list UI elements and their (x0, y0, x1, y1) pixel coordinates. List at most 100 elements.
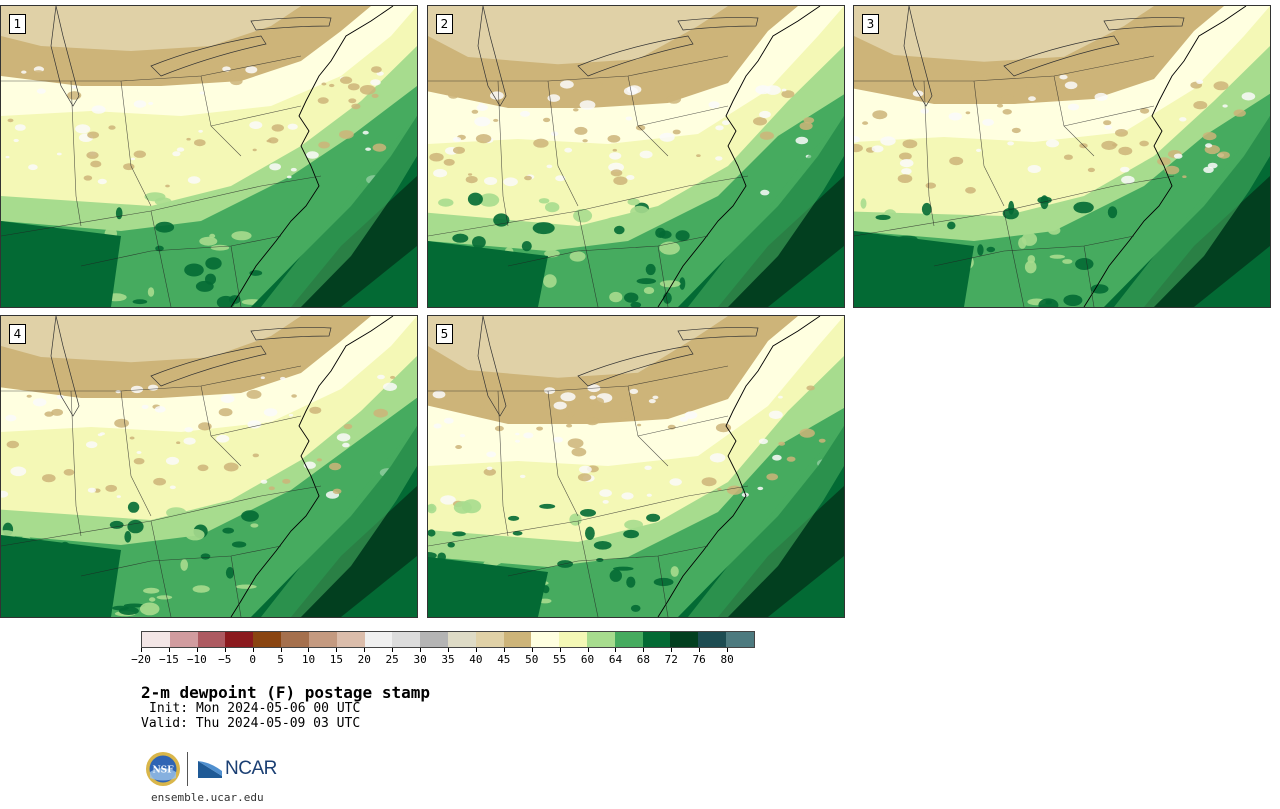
map-panel-1: 1 (0, 5, 418, 308)
dry-patch (373, 408, 389, 418)
state-border (428, 365, 729, 392)
colorbar-tick-label: −10 (186, 653, 207, 666)
state-border (428, 485, 749, 547)
dry-patch (871, 145, 884, 153)
dry-patch (648, 399, 656, 404)
lake-outline (250, 17, 332, 31)
dry-patch (252, 148, 257, 152)
south-moisture (1, 221, 121, 307)
moist-patch (593, 541, 612, 550)
dry-patch (786, 456, 796, 462)
moist-patch (143, 587, 160, 594)
state-border (1, 55, 302, 82)
dry-patch (965, 111, 971, 115)
moist-patch (144, 192, 166, 202)
dry-patch (260, 376, 265, 379)
dry-patch (629, 388, 639, 394)
moist-patch (223, 508, 240, 515)
dry-patch (589, 395, 597, 400)
dry-patch (1222, 104, 1228, 108)
colorbar-tick-labels: −20 −15 −10 −5 0 5 10 15 20 25 30 35 40 45 50 55 60 64 68 7… (131, 648, 755, 668)
moist-patch (624, 519, 643, 530)
moist-patch (1021, 232, 1038, 246)
dry-patch (336, 433, 351, 442)
colorbar-bin (392, 632, 421, 647)
very-dry-core (428, 6, 728, 65)
init-time: Init: Mon 2024-05-06 00 UTC (149, 701, 361, 716)
moist-patch (596, 558, 604, 562)
colorbar-bin (253, 632, 282, 647)
moist-patch (573, 209, 593, 223)
moist-patch (545, 202, 560, 213)
colorbar-tick (364, 648, 366, 652)
dewpoint-map (1, 316, 417, 617)
coastline (1083, 6, 1247, 307)
dry-patch (484, 177, 498, 185)
dry-patch (370, 79, 381, 86)
dry-patch (560, 392, 576, 402)
dry-patch (6, 440, 19, 449)
dry-patch (372, 143, 387, 152)
dry-patch (159, 66, 169, 72)
dry-patch (897, 174, 913, 184)
colorbar-bin (614, 632, 643, 647)
state-border (497, 390, 509, 537)
moist-patch (569, 513, 582, 526)
state-border (854, 175, 1175, 237)
moist-patch (609, 569, 622, 582)
state-border (1083, 245, 1095, 307)
moist-patch (875, 214, 891, 220)
moist-patch (225, 567, 235, 579)
dry-patch (133, 458, 145, 465)
moist-patch (192, 585, 210, 593)
dry-patch (519, 474, 526, 479)
dry-patch (1104, 125, 1113, 130)
moist-patch (115, 207, 123, 220)
dry-patch (7, 118, 14, 123)
dry-patch (1007, 141, 1014, 146)
dry-patch (899, 159, 914, 168)
lake-outline (50, 6, 80, 107)
moist-patch (630, 301, 642, 307)
moist-patch (613, 566, 634, 571)
moist-patch (155, 245, 164, 252)
colorbar-tick (531, 648, 533, 652)
state-border (637, 415, 729, 437)
dry-patch (1203, 166, 1214, 173)
colorbar-tick-label: 35 (441, 653, 455, 666)
dry-patch (432, 390, 446, 399)
lake-outline (677, 17, 759, 31)
dry-patch (768, 410, 783, 419)
lake-outline (477, 316, 507, 417)
dry-patch (523, 432, 534, 439)
moist-patch (205, 257, 222, 270)
moist-patch (670, 566, 679, 577)
dry-patch (778, 441, 786, 446)
dry-patch (163, 387, 175, 394)
dry-patch (996, 103, 1004, 108)
moist-patch (1055, 215, 1066, 227)
moist-patch (195, 280, 214, 292)
dry-patch (925, 182, 936, 189)
colorbar-bin (531, 632, 560, 647)
dry-patch (329, 462, 342, 471)
colorbar-tick-label: 15 (329, 653, 343, 666)
map-panel-5: 5 (427, 315, 845, 618)
moist-patch (1049, 254, 1065, 259)
dry-patch (1101, 140, 1117, 150)
moist-patch (185, 529, 205, 541)
valid-time: Valid: Thu 2024-05-09 03 UTC (141, 716, 361, 731)
dry-patch (86, 441, 98, 449)
colorbar-bin (420, 632, 448, 647)
dry-patch (148, 384, 159, 391)
dry-patch (818, 438, 826, 443)
dry-patch (759, 110, 771, 119)
moist-patch (986, 246, 996, 253)
state-border (547, 80, 579, 207)
colorbar-bin (559, 632, 587, 647)
dry-patch (608, 162, 624, 172)
dry-patch (91, 105, 106, 114)
dry-patch (56, 152, 62, 156)
dry-patch (1003, 73, 1009, 78)
dry-patch (566, 412, 575, 418)
